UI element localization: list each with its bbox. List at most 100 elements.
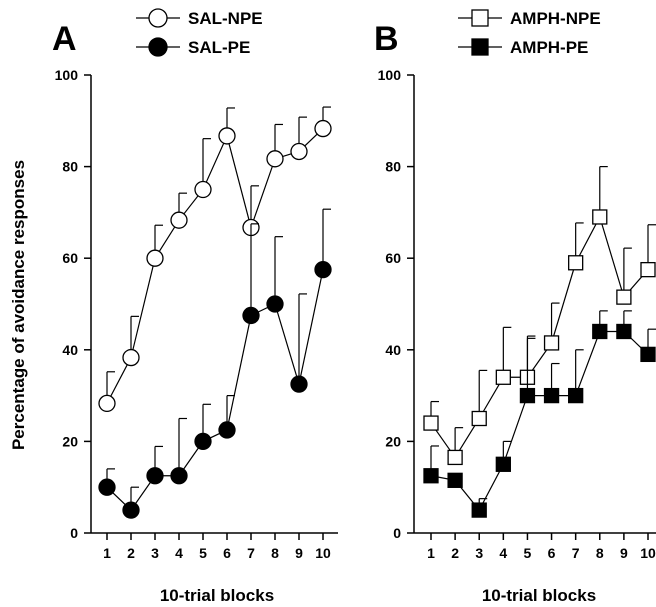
- data-point-a-sal-npe-6: [218, 127, 236, 145]
- y-tick-label-b-100: 100: [378, 67, 402, 83]
- data-point-b-amph-npe-1: [423, 415, 439, 431]
- data-point-a-sal-pe-6: [218, 421, 236, 439]
- legend-label-b-amph-npe: AMPH-NPE: [510, 9, 601, 28]
- data-point-a-sal-pe-8: [266, 295, 284, 313]
- legend-marker-a-sal-pe: [148, 37, 168, 57]
- x-tick-label-a-5: 5: [199, 545, 207, 561]
- legend-label-b-amph-pe: AMPH-PE: [510, 38, 588, 57]
- x-tick-label-b-9: 9: [620, 545, 628, 561]
- x-tick-label-a-6: 6: [223, 545, 231, 561]
- series-line-b-amph-npe: [430, 215, 649, 459]
- legend-panel-a: SAL-NPE SAL-PE: [136, 8, 263, 57]
- legend-panel-b: AMPH-NPE AMPH-PE: [458, 9, 601, 57]
- data-point-a-sal-pe-1: [98, 478, 116, 496]
- data-point-b-amph-pe-5: [519, 387, 536, 404]
- data-point-a-sal-npe-10: [314, 119, 332, 138]
- data-point-b-amph-npe-8: [592, 209, 608, 225]
- data-point-b-amph-pe-2: [447, 472, 463, 488]
- data-point-b-amph-npe-9: [616, 289, 632, 305]
- x-axis-title-b: 10-trial blocks: [482, 586, 596, 605]
- legend-label-a-sal-pe: SAL-PE: [188, 38, 250, 57]
- series-line-b-amph-pe: [430, 330, 649, 512]
- data-point-a-sal-pe-4: [170, 467, 188, 485]
- data-point-a-sal-pe-3: [146, 467, 164, 485]
- data-point-a-sal-pe-9: [290, 375, 308, 393]
- y-tick-label-a-60: 60: [62, 250, 78, 266]
- legend-item-b-amph-pe: AMPH-PE: [458, 38, 588, 57]
- x-tick-label-a-8: 8: [271, 545, 279, 561]
- x-tick-label-a-3: 3: [151, 545, 159, 561]
- series-b-amph-npe: [423, 166, 656, 466]
- data-point-a-sal-npe-1: [98, 394, 116, 413]
- x-tick-label-a-2: 2: [127, 545, 135, 561]
- data-point-b-amph-pe-7: [568, 387, 584, 404]
- legend-item-a-sal-npe: SAL-NPE: [136, 8, 263, 28]
- data-point-a-sal-npe-3: [146, 249, 164, 267]
- data-point-a-sal-pe-10: [314, 260, 332, 279]
- data-point-b-amph-pe-4: [495, 456, 511, 472]
- x-tick-label-b-2: 2: [451, 545, 459, 561]
- series-line-a-sal-npe: [106, 128, 324, 404]
- data-point-a-sal-pe-2: [122, 501, 140, 519]
- x-axis-title-a: 10-trial blocks: [160, 586, 274, 605]
- x-tick-label-b-4: 4: [499, 545, 507, 561]
- x-tick-label-a-10: 10: [315, 545, 331, 561]
- series-a-sal-pe: [98, 208, 332, 519]
- panel-letter-b: B: [374, 20, 399, 58]
- legend-marker-a-sal-npe: [148, 8, 168, 28]
- x-tick-label-a-7: 7: [247, 545, 255, 561]
- data-point-b-amph-pe-10: [640, 346, 656, 363]
- x-tick-label-b-6: 6: [548, 545, 556, 561]
- x-tick-label-a-9: 9: [295, 545, 303, 561]
- data-point-b-amph-npe-4: [495, 369, 511, 385]
- data-point-b-amph-npe-3: [471, 410, 487, 427]
- y-tick-label-a-40: 40: [62, 342, 78, 358]
- y-tick-label-b-20: 20: [385, 433, 401, 449]
- x-tick-label-a-4: 4: [175, 545, 183, 561]
- legend-marker-b-amph-npe: [471, 9, 489, 27]
- legend-marker-b-amph-pe: [471, 38, 489, 56]
- x-tick-label-b-10: 10: [640, 545, 656, 561]
- x-tick-label-b-1: 1: [427, 545, 435, 561]
- series-line-a-sal-pe: [106, 269, 324, 512]
- data-point-a-sal-npe-8: [266, 150, 284, 168]
- data-point-a-sal-npe-2: [122, 348, 140, 367]
- series-b-amph-pe: [423, 310, 656, 518]
- y-tick-label-a-80: 80: [62, 159, 78, 175]
- data-point-a-sal-npe-4: [170, 211, 188, 229]
- axes-panel-a: 0 20 40 60 80 100 1 2 3 4 5 6 7 8 9 10: [55, 67, 338, 561]
- data-point-a-sal-pe-5: [194, 432, 212, 451]
- x-tick-label-b-7: 7: [572, 545, 580, 561]
- data-point-b-amph-pe-1: [423, 468, 439, 484]
- x-tick-label-b-3: 3: [475, 545, 483, 561]
- x-tick-label-b-5: 5: [524, 545, 532, 561]
- data-point-b-amph-pe-9: [616, 323, 632, 340]
- x-tick-label-b-8: 8: [596, 545, 604, 561]
- data-point-b-amph-pe-6: [543, 387, 560, 404]
- data-point-b-amph-pe-3: [471, 502, 487, 518]
- data-point-a-sal-npe-9: [290, 142, 308, 161]
- y-tick-label-a-20: 20: [62, 433, 78, 449]
- legend-label-a-sal-npe: SAL-NPE: [188, 9, 263, 28]
- data-point-b-amph-npe-6: [543, 335, 560, 351]
- y-tick-label-a-100: 100: [55, 67, 79, 83]
- y-tick-label-b-40: 40: [385, 342, 401, 358]
- y-tick-label-b-60: 60: [385, 250, 401, 266]
- data-point-b-amph-npe-10: [640, 261, 656, 278]
- axes-panel-b: 0 20 40 60 80 100 1 2 3 4 5 6 7 8 9 10: [378, 67, 656, 561]
- data-point-a-sal-npe-5: [194, 180, 212, 199]
- plot-panel-a: [98, 106, 332, 519]
- x-tick-label-a-1: 1: [103, 545, 111, 561]
- data-point-b-amph-npe-7: [568, 255, 584, 271]
- data-point-b-amph-npe-2: [447, 449, 463, 466]
- legend-item-b-amph-npe: AMPH-NPE: [458, 9, 601, 28]
- plot-panel-b: [423, 166, 656, 518]
- y-tick-label-b-0: 0: [393, 525, 401, 541]
- data-point-b-amph-pe-8: [592, 323, 608, 340]
- y-tick-label-b-80: 80: [385, 159, 401, 175]
- panel-letter-a: A: [52, 20, 77, 58]
- legend-item-a-sal-pe: SAL-PE: [136, 37, 250, 57]
